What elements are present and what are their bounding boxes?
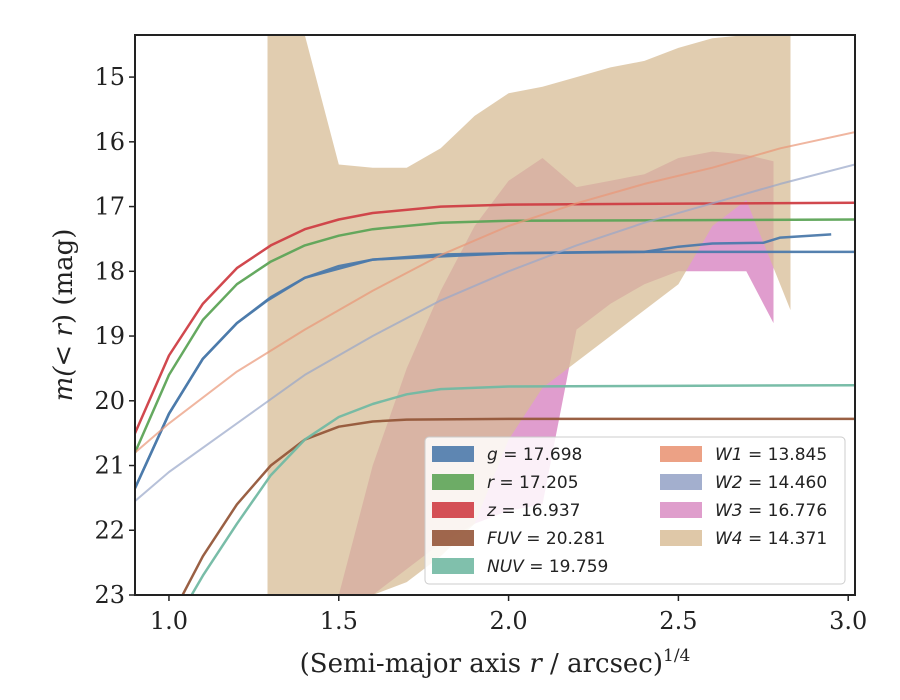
legend-swatch-w2 xyxy=(660,474,702,490)
legend-swatch-nuv xyxy=(432,558,474,574)
y-axis: 15 16 17 18 19 20 21 22 23 xyxy=(94,63,135,609)
series-g-data xyxy=(135,233,832,489)
y-tick-label: 17 xyxy=(94,193,125,221)
legend-swatch-w4 xyxy=(660,530,702,546)
y-tick-label: 22 xyxy=(94,516,125,544)
legend-label-nuv: NUV = 19.759 xyxy=(487,557,608,577)
legend-swatch-w1 xyxy=(660,446,702,462)
legend-swatch-fuv xyxy=(432,530,474,546)
y-tick-label: 15 xyxy=(94,63,125,91)
y-tick-label: 19 xyxy=(94,322,125,350)
legend-label-fuv: FUV = 20.281 xyxy=(487,529,605,549)
plot-frame xyxy=(134,34,856,596)
series-r xyxy=(135,218,855,454)
legend-swatch-g xyxy=(432,446,474,462)
legend-label-w3: W3 = 16.776 xyxy=(715,501,827,521)
x-tick-label: 1.0 xyxy=(150,607,188,635)
legend-swatch-z xyxy=(432,502,474,518)
legend: g = 17.698 r = 17.205 z = 16.937 FUV = 20.2… xyxy=(424,436,846,585)
legend-label-w4: W4 = 14.371 xyxy=(715,529,827,549)
legend-label-w1: W1 = 13.845 xyxy=(715,445,827,465)
legend-label-g: g = 17.698 xyxy=(487,445,582,465)
x-tick-label: 3.0 xyxy=(829,607,867,635)
y-axis-label: m(< r) (mag) xyxy=(49,229,79,402)
series-z xyxy=(135,201,855,434)
x-axis: 1.0 1.5 2.0 2.5 3.0 xyxy=(150,595,867,635)
x-axis-label: (Semi-major axis r / arcsec)1/4 xyxy=(300,646,691,679)
legend-label-w2: W2 = 14.460 xyxy=(715,473,827,493)
y-tick-label: 23 xyxy=(94,581,125,609)
legend-label-r: r = 17.205 xyxy=(487,473,579,493)
legend-frame xyxy=(424,436,846,585)
series-nuv xyxy=(190,383,855,595)
line-layer xyxy=(135,131,855,595)
y-tick-label: 20 xyxy=(94,387,125,415)
y-tick-label: 16 xyxy=(94,128,125,156)
y-tick-label: 21 xyxy=(94,452,125,480)
y-tick-label: 18 xyxy=(94,257,125,285)
series-w2 xyxy=(135,163,855,502)
legend-swatch-r xyxy=(432,474,474,490)
x-tick-label: 2.5 xyxy=(659,607,697,635)
legend-label-z: z = 16.937 xyxy=(486,501,580,521)
x-tick-label: 2.0 xyxy=(489,607,527,635)
band-w4 xyxy=(267,35,791,595)
x-tick-label: 1.5 xyxy=(320,607,358,635)
legend-swatch-w3 xyxy=(660,502,702,518)
series-w1 xyxy=(135,131,855,454)
